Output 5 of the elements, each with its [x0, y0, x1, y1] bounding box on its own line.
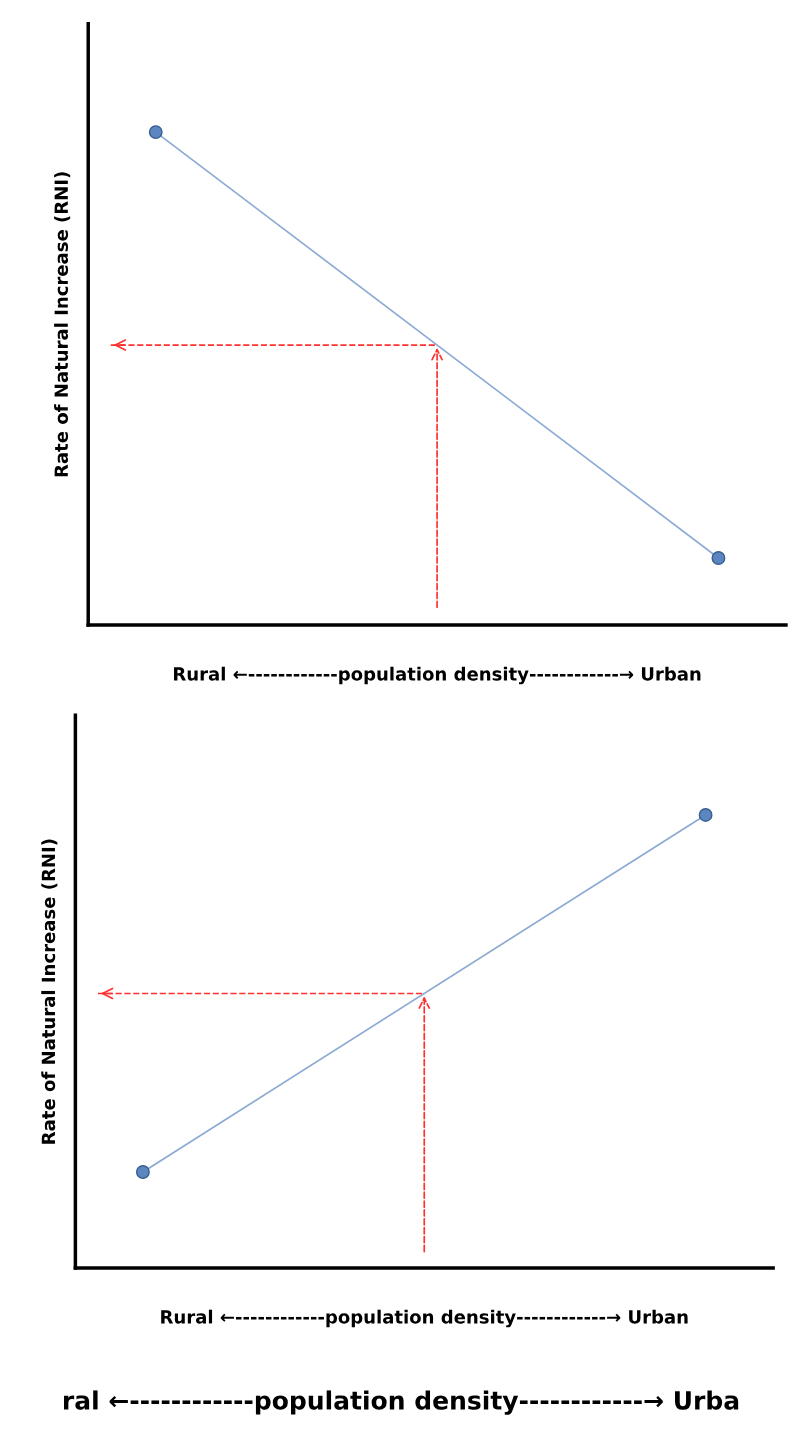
- x-axis-title: Rural ←------------population density------------→ Urban: [161, 1309, 688, 1328]
- y-axis-title: Rate of Natural Increase (RNI): [54, 172, 71, 477]
- y-axis-title: Rate of Natural Increase (RNI): [41, 839, 58, 1144]
- x-axis-title: Rural ←------------population density------------→ Urban: [174, 666, 701, 685]
- text: ral ←------------population density------------→ Urba: [64, 1390, 739, 1415]
